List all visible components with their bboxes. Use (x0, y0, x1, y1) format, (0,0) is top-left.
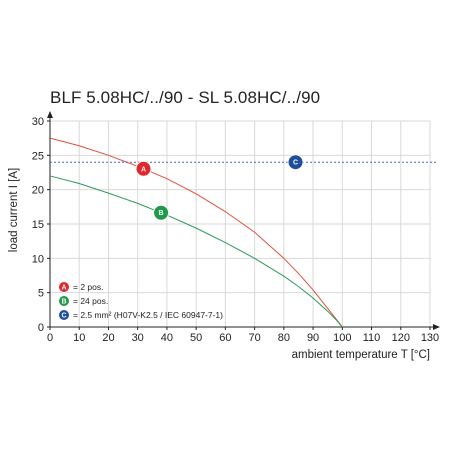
y-axis-arrow (47, 111, 53, 118)
legend-badge-b: B (58, 295, 70, 307)
y-tick-label: 20 (32, 185, 44, 197)
badge-letter: C (293, 160, 298, 167)
x-tick-label: 130 (421, 332, 439, 344)
series-line-a (49, 137, 343, 328)
x-tick-label: 10 (73, 332, 85, 344)
badge-circle (58, 309, 70, 321)
series-line-b (49, 175, 343, 328)
badge-circle (153, 204, 170, 221)
badge-letter: B (61, 299, 66, 306)
x-tick-label: 60 (219, 332, 231, 344)
y-tick-label: 30 (32, 116, 44, 128)
badge-circle (58, 281, 70, 293)
legend-label-a: = 2 pos. (73, 282, 103, 292)
x-tick-label: 80 (278, 332, 290, 344)
x-tick-label: 30 (132, 332, 144, 344)
legend-label-b: = 24 pos. (73, 296, 108, 306)
x-tick-label: 20 (102, 332, 114, 344)
x-axis-arrow (433, 324, 440, 330)
x-tick-label: 110 (363, 332, 381, 344)
badge-letter: C (61, 313, 66, 320)
x-tick-label: 100 (333, 332, 351, 344)
badge-circle (58, 295, 70, 307)
legend: A = 2 pos. B = 24 pos. C = 2.5 mm² (H07V-K2.5… (58, 281, 223, 321)
y-tick-label: 10 (32, 253, 44, 265)
x-tick-label: 70 (248, 332, 260, 344)
x-tick-label: 40 (161, 332, 173, 344)
series-badge-a: A (135, 160, 152, 177)
legend-badge-a: A (58, 281, 70, 293)
y-tick-label: 0 (38, 322, 44, 334)
badge-letter: A (141, 166, 146, 173)
badge-circle (287, 154, 304, 171)
series-badge-b: B (153, 204, 170, 221)
y-tick-label: 5 (38, 288, 44, 300)
x-tick-label: 90 (307, 332, 319, 344)
axes: 0 10 20 30 40 50 60 70 80 90 100 110 120 130 0 5 10 15 20 2… (32, 111, 440, 344)
badge-circle (135, 160, 152, 177)
x-axis-title: ambient temperature T [°C] (292, 349, 430, 361)
x-tick-label: 0 (47, 332, 53, 344)
badge-letter: B (159, 210, 164, 217)
badge-letter: A (61, 285, 66, 292)
x-tick-label: 50 (190, 332, 202, 344)
legend-label-c: = 2.5 mm² (H07V-K2.5 / IEC 60947-7-1) (73, 310, 223, 320)
chart-title: BLF 5.08HC/../90 - SL 5.08HC/../90 (50, 88, 321, 107)
y-axis-title: load current I [A] (8, 168, 20, 252)
x-tick-label: 120 (392, 332, 410, 344)
series-group: ABC (49, 137, 436, 328)
legend-badge-c: C (58, 309, 70, 321)
series-badge-c: C (287, 154, 304, 171)
y-tick-label: 25 (32, 150, 44, 162)
y-tick-label: 15 (32, 219, 44, 231)
